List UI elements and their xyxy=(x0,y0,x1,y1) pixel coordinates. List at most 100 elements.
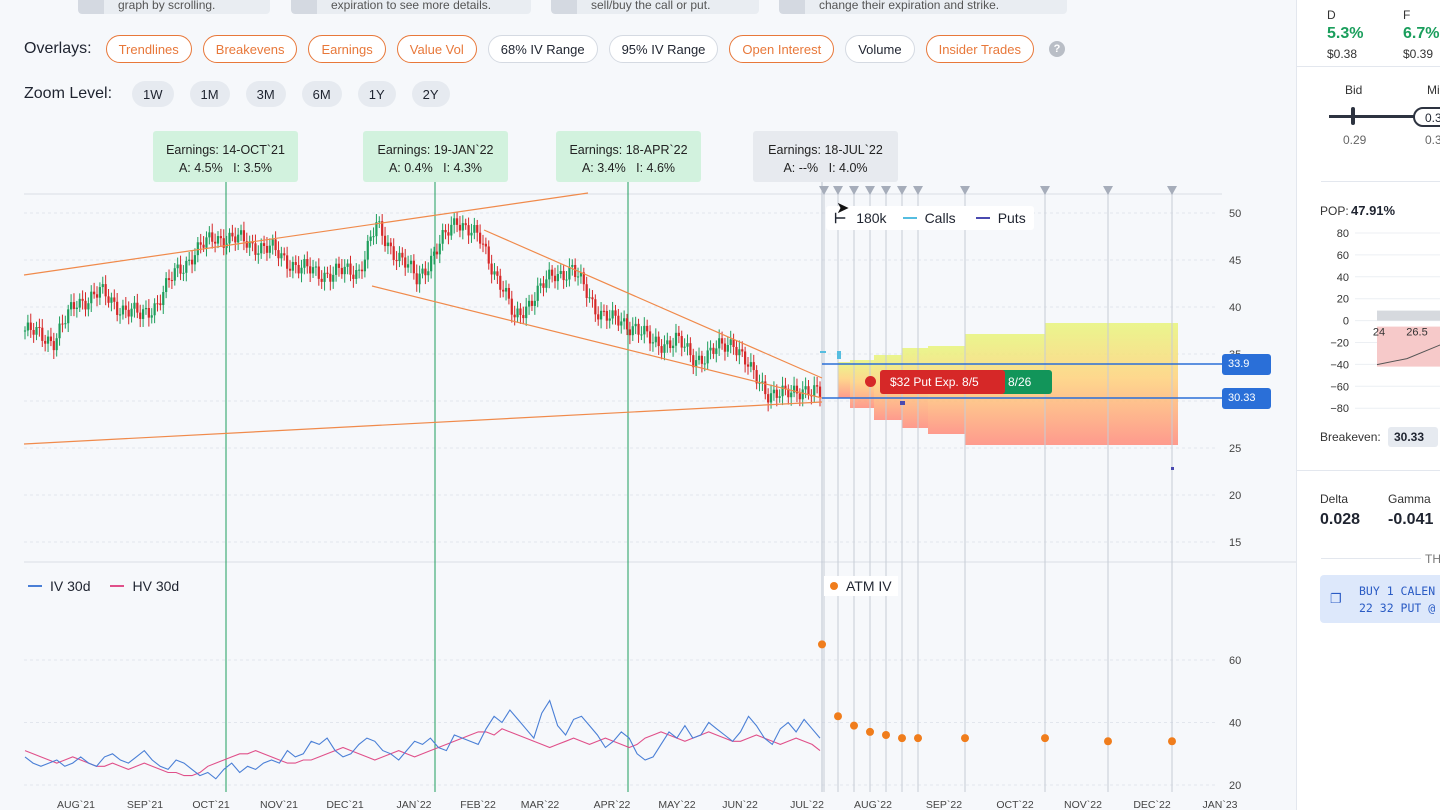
atm-iv-dot xyxy=(830,582,838,590)
delta-value: 0.028 xyxy=(1320,511,1361,528)
trade-summary-card[interactable]: ❐ BUY 1 CALEN 22 32 PUT @ xyxy=(1320,575,1440,623)
candle-body xyxy=(398,252,401,262)
pnl-tick-label: 80 xyxy=(1337,228,1349,240)
candle-body xyxy=(306,259,309,267)
candle-body xyxy=(23,330,27,332)
candle-body xyxy=(104,284,107,297)
position-dot[interactable] xyxy=(865,376,876,387)
gamma-label: Gamma xyxy=(1388,492,1431,506)
candle-body xyxy=(568,266,571,280)
x-tick-label: DEC`21 xyxy=(326,799,364,810)
candle-body xyxy=(29,322,32,330)
candle-body xyxy=(692,355,695,368)
bid-mid-slider-track[interactable] xyxy=(1329,115,1440,118)
candle-body xyxy=(749,362,752,367)
candle-body xyxy=(484,243,487,247)
candle-body xyxy=(614,310,617,316)
overlay-value-vol-toggle[interactable]: Value Vol xyxy=(396,35,477,63)
earnings-card[interactable]: Earnings: 19-JAN`22 A: 0.4% I: 4.3% xyxy=(363,131,508,182)
open-interest-legend: ⊢ 180k Calls Puts xyxy=(826,206,1034,230)
zoom-1w-button[interactable]: 1W xyxy=(132,81,174,107)
zoom-2y-button[interactable]: 2Y xyxy=(411,81,450,107)
candle-body xyxy=(297,264,300,274)
oi-call-bar xyxy=(820,351,826,353)
earnings-title: Earnings: 14-OCT`21 xyxy=(166,143,285,157)
copy-icon[interactable]: ❐ xyxy=(1330,591,1342,606)
candle-body xyxy=(519,308,522,316)
candle-body xyxy=(807,386,810,396)
candle-body xyxy=(723,343,727,352)
candle-body xyxy=(170,280,174,282)
help-icon[interactable]: ? xyxy=(1048,41,1065,57)
pnl-loss-area xyxy=(1377,326,1440,367)
candle-body xyxy=(522,315,525,319)
candle-body xyxy=(162,292,165,306)
candle-body xyxy=(421,268,424,274)
atm-iv-point xyxy=(1168,737,1176,746)
earnings-card[interactable]: Earnings: 18-APR`22 A: 3.4% I: 4.6% xyxy=(556,131,701,182)
tip-text: change their expiration and strike. xyxy=(819,0,1000,12)
candle-body xyxy=(75,307,78,309)
candle-body xyxy=(260,243,263,254)
candle-body xyxy=(116,301,119,315)
candle-body xyxy=(787,388,790,398)
tip-text: expiration to see more details. xyxy=(331,0,492,12)
candle-body xyxy=(804,386,807,390)
candle-body xyxy=(349,263,352,275)
candle-body xyxy=(366,240,369,260)
position-tag-put[interactable]: $32 Put Exp. 8/5 xyxy=(880,370,1005,394)
greek-col-letter: F xyxy=(1403,8,1411,22)
x-tick-label: JUN`22 xyxy=(722,799,758,810)
candle-body xyxy=(61,323,64,325)
candle-body xyxy=(121,305,125,315)
candle-body xyxy=(81,298,84,301)
overlay-volume-toggle[interactable]: Volume xyxy=(845,35,915,63)
pnl-chart[interactable]: 80 60 40 20 0 −20 −40 −60 −80 24 26.5 xyxy=(1297,220,1440,420)
tip-card: sell/buy the call or put. xyxy=(551,0,759,14)
candle-body xyxy=(165,278,168,293)
candle-body xyxy=(585,284,588,298)
breakeven-value: 30.33 xyxy=(1388,427,1438,447)
candle-body xyxy=(381,221,384,236)
price-level-label[interactable]: 33.9 xyxy=(1222,354,1271,375)
overlay-open-interest-toggle[interactable]: Open Interest xyxy=(729,35,835,63)
candle-body xyxy=(752,362,755,371)
candle-body xyxy=(720,338,724,344)
overlay-68-iv-range-toggle[interactable]: 68% IV Range xyxy=(487,35,598,63)
candle-body xyxy=(49,336,53,342)
trendlines xyxy=(23,192,823,445)
price-chart[interactable]: 5045403530252015604020AUG`21SEP`21OCT`21… xyxy=(0,0,1296,810)
candle-body xyxy=(536,285,539,301)
overlay-95-iv-range-toggle[interactable]: 95% IV Range xyxy=(608,35,719,63)
tip-text: sell/buy the call or put. xyxy=(591,0,711,12)
iv-swatch xyxy=(28,585,42,587)
mid-price-box[interactable]: 0.3 xyxy=(1413,107,1440,127)
atm-iv-point xyxy=(866,727,874,736)
zoom-1y-button[interactable]: 1Y xyxy=(357,81,396,107)
atm-iv-label: ATM IV xyxy=(846,578,892,594)
price-level-label[interactable]: 30.33 xyxy=(1222,388,1271,409)
candle-body xyxy=(32,329,35,335)
earnings-actual: A: --% xyxy=(783,161,819,175)
candle-body xyxy=(769,393,773,403)
x-tick-label: DEC`22 xyxy=(1133,799,1171,810)
trade-panel: D 5.3% $0.38 F 6.7% $0.39 Bid Mi 0.3 0.2… xyxy=(1296,0,1440,810)
overlay-insider-trades-toggle[interactable]: Insider Trades xyxy=(925,35,1034,63)
earnings-card[interactable]: Earnings: 18-JUL`22 A: --% I: 4.0% xyxy=(753,131,898,182)
overlay-breakevens-toggle[interactable]: Breakevens xyxy=(202,35,298,63)
candle-body xyxy=(234,236,237,243)
zoom-1m-button[interactable]: 1M xyxy=(189,81,230,107)
candle-body xyxy=(726,345,729,352)
bid-slider-handle[interactable] xyxy=(1351,107,1355,125)
candle-body xyxy=(597,314,600,320)
zoom-3m-button[interactable]: 3M xyxy=(245,81,286,107)
earnings-card[interactable]: Earnings: 14-OCT`21 A: 4.5% I: 3.5% xyxy=(153,131,298,182)
bid-label: Bid xyxy=(1345,83,1363,97)
candle-body xyxy=(504,287,508,292)
overlay-earnings-toggle[interactable]: Earnings xyxy=(308,35,386,63)
candle-body xyxy=(41,327,44,341)
position-tag-green[interactable]: 8/26 xyxy=(1000,370,1052,394)
overlay-trendlines-toggle[interactable]: Trendlines xyxy=(105,35,192,63)
x-tick-label: FEB`22 xyxy=(460,799,496,810)
zoom-6m-button[interactable]: 6M xyxy=(301,81,342,107)
